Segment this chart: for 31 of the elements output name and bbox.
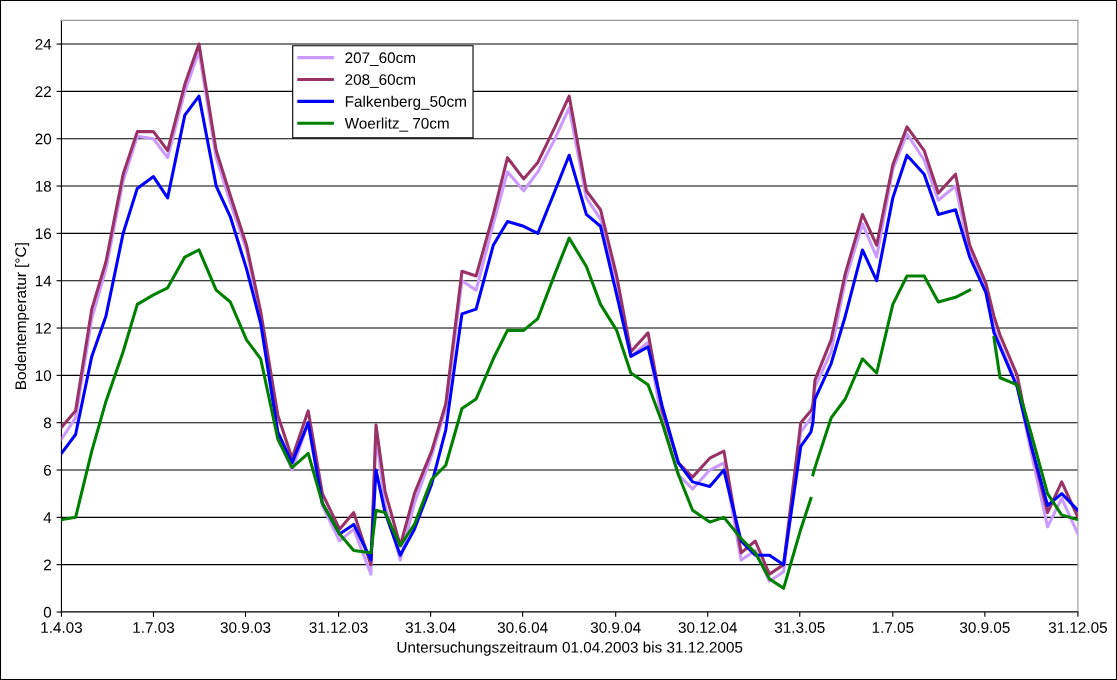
legend-label: Falkenberg_50cm <box>345 95 466 110</box>
x-tick-label: 1.4.03 <box>41 622 82 633</box>
y-tick-label: 24 <box>35 38 52 50</box>
x-tick-label: 30.6.04 <box>497 622 548 633</box>
y-axis-title: Bodentemperatur [°C] <box>14 243 30 389</box>
x-tick-label: 31.3.05 <box>774 622 825 633</box>
x-tick-label: 1.7.03 <box>133 622 175 633</box>
y-tick-label: 18 <box>35 180 52 192</box>
x-axis-title: Untersuchungszeitraum 01.04.2003 bis 31.12.2005 <box>397 641 743 656</box>
y-tick-label: 0 <box>43 606 52 618</box>
x-tick-label: 31.12.05 <box>1048 622 1107 633</box>
legend-label: 207_60cm <box>345 52 415 67</box>
legend-label: 208_60cm <box>345 74 415 88</box>
x-tick-label: 30.9.05 <box>959 622 1010 633</box>
x-tick-label: 31.12.03 <box>309 622 368 633</box>
x-tick-label: 30.9.04 <box>590 622 641 633</box>
y-tick-label: 22 <box>35 86 51 97</box>
y-tick-label: 20 <box>35 133 52 145</box>
y-tick-label: 14 <box>35 275 52 287</box>
y-tick-label: 12 <box>35 322 51 334</box>
y-tick-label: 8 <box>43 417 52 429</box>
y-tick-label: 4 <box>43 512 52 523</box>
x-tick-label: 31.3.04 <box>405 622 456 633</box>
x-tick-label: 30.9.03 <box>220 622 271 633</box>
y-tick-label: 16 <box>35 228 52 240</box>
y-tick-label: 10 <box>35 370 52 382</box>
x-tick-label: 30.12.04 <box>678 622 738 633</box>
y-tick-label: 2 <box>43 559 51 571</box>
legend-label: Woerlitz_ 70cm <box>344 117 449 132</box>
y-tick-label: 6 <box>43 464 52 476</box>
x-tick-label: 1.7.05 <box>872 622 914 633</box>
